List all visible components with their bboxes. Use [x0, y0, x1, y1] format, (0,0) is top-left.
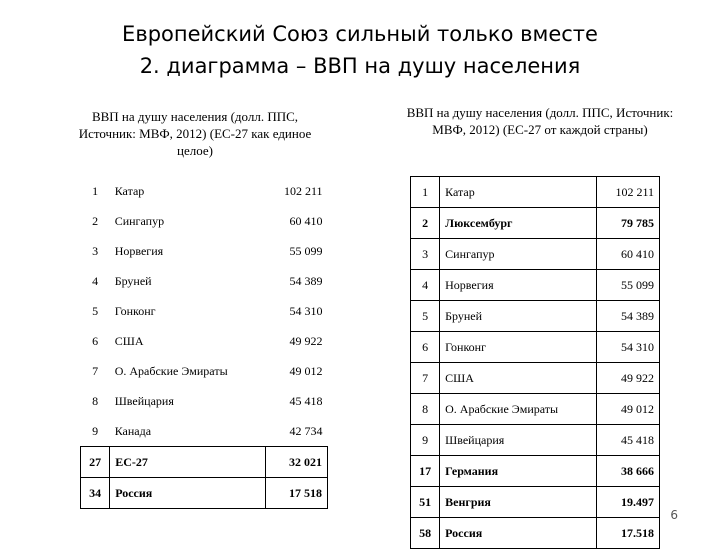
value-cell: 79 785 [596, 207, 660, 239]
value-cell: 54 310 [596, 331, 660, 363]
country-cell: О. Арабские Эмираты [439, 393, 597, 425]
table-row: 2 Сингапур 60 410 [81, 206, 328, 236]
value-cell: 32 021 [265, 446, 328, 478]
slide-title-line2: 2. диаграмма – ВВП на душу населения [139, 54, 581, 78]
table-row: 4 Бруней 54 389 [81, 266, 328, 296]
slide-title-line1: Европейский Союз сильный только вместе [122, 22, 598, 46]
value-cell: 102 211 [283, 183, 323, 198]
table-row: 8 О. Арабские Эмираты 49 012 [409, 393, 660, 425]
country-cell: Канада [114, 423, 152, 438]
rank-cell: 5 [92, 303, 99, 318]
rank-cell: 9 [92, 423, 99, 438]
table-row: 34 Россия 17 518 [79, 477, 328, 509]
country-cell: Бруней [439, 300, 597, 332]
table-row: 6 США 49 922 [81, 326, 328, 356]
right-table-caption: ВВП на душу населения (долл. ППС, Источн… [406, 105, 674, 137]
rank-cell: 58 [409, 517, 440, 549]
left-table-caption: ВВП на душу населения (долл. ППС, Источн… [78, 109, 312, 158]
table-row: 3 Норвегия 55 099 [81, 236, 328, 266]
page-number: 6 [670, 508, 678, 522]
rank-cell: 51 [409, 486, 440, 518]
value-cell: 19.497 [596, 486, 660, 518]
country-cell: Венгрия [439, 486, 597, 518]
value-cell: 49 012 [289, 363, 323, 378]
rank-cell: 6 [409, 331, 440, 363]
rank-cell: 7 [409, 362, 440, 394]
rank-cell: 8 [92, 393, 99, 408]
value-cell: 45 418 [596, 424, 660, 456]
country-cell: Сингапур [114, 213, 165, 228]
country-cell: Гонконг [439, 331, 597, 363]
table-row: 3 Сингапур 60 410 [409, 238, 660, 270]
rank-cell: 5 [409, 300, 440, 332]
table-row: 9 Швейцария 45 418 [409, 424, 660, 456]
left-gdp-table: 1 Катар 102 211 2 Сингапур 60 410 3 Норвегия 55 … [79, 176, 328, 509]
table-row: 6 Гонконг 54 310 [409, 331, 660, 363]
value-cell: 60 410 [596, 238, 660, 270]
table-row: 2 Люксембург 79 785 [409, 207, 660, 239]
right-gdp-table: 1 Катар 102 211 2 Люксембург 79 785 3 Сингапур 6… [409, 176, 660, 549]
table-row: 7 О. Арабские Эмираты 49 012 [81, 356, 328, 386]
table-row: 27 ЕС-27 32 021 [79, 446, 328, 478]
country-cell: Германия [439, 455, 597, 487]
table-row: 51 Венгрия 19.497 [409, 486, 660, 518]
country-cell: Норвегия [114, 243, 164, 258]
country-cell: Сингапур [439, 238, 597, 270]
rank-cell: 17 [409, 455, 440, 487]
table-row: 58 Россия 17.518 [409, 517, 660, 549]
country-cell: Гонконг [114, 303, 156, 318]
value-cell: 17 518 [265, 477, 328, 509]
rank-cell: 6 [92, 333, 99, 348]
country-cell: Норвегия [439, 269, 597, 301]
rank-cell: 3 [409, 238, 440, 270]
table-row: 5 Гонконг 54 310 [81, 296, 328, 326]
rank-cell: 4 [92, 273, 99, 288]
value-cell: 49 012 [596, 393, 660, 425]
value-cell: 54 389 [289, 273, 323, 288]
value-cell: 49 922 [289, 333, 323, 348]
rank-cell: 1 [409, 176, 440, 208]
value-cell: 49 922 [596, 362, 660, 394]
country-cell: Катар [114, 183, 145, 198]
table-row: 4 Норвегия 55 099 [409, 269, 660, 301]
country-cell: Россия [109, 477, 267, 509]
rank-cell: 3 [92, 243, 99, 258]
country-cell: Швейцария [114, 393, 174, 408]
value-cell: 45 418 [289, 393, 323, 408]
value-cell: 55 099 [289, 243, 323, 258]
rank-cell: 9 [409, 424, 440, 456]
rank-cell: 1 [92, 183, 99, 198]
table-row: 17 Германия 38 666 [409, 455, 660, 487]
table-row: 8 Швейцария 45 418 [81, 386, 328, 416]
value-cell: 38 666 [596, 455, 660, 487]
country-cell: США [114, 333, 144, 348]
value-cell: 17.518 [596, 517, 660, 549]
rank-cell: 34 [79, 477, 111, 509]
country-cell: ЕС-27 [109, 446, 267, 478]
table-row: 9 Канада 42 734 [81, 416, 328, 447]
table-row: 5 Бруней 54 389 [409, 300, 660, 332]
rank-cell: 27 [79, 446, 111, 478]
country-cell: Россия [439, 517, 597, 549]
country-cell: Бруней [114, 273, 152, 288]
country-cell: Катар [439, 176, 597, 208]
rank-cell: 4 [409, 269, 440, 301]
value-cell: 102 211 [596, 176, 660, 208]
country-cell: О. Арабские Эмираты [114, 363, 228, 378]
rank-cell: 7 [92, 363, 99, 378]
value-cell: 42 734 [289, 423, 323, 438]
country-cell: Швейцария [439, 424, 597, 456]
table-row: 7 США 49 922 [409, 362, 660, 394]
rank-cell: 2 [409, 207, 440, 239]
table-row: 1 Катар 102 211 [409, 176, 660, 208]
rank-cell: 8 [409, 393, 440, 425]
value-cell: 54 389 [596, 300, 660, 332]
value-cell: 60 410 [289, 213, 323, 228]
country-cell: США [439, 362, 597, 394]
rank-cell: 2 [92, 213, 99, 228]
value-cell: 54 310 [289, 303, 323, 318]
country-cell: Люксембург [439, 207, 597, 239]
table-row: 1 Катар 102 211 [81, 176, 328, 206]
value-cell: 55 099 [596, 269, 660, 301]
